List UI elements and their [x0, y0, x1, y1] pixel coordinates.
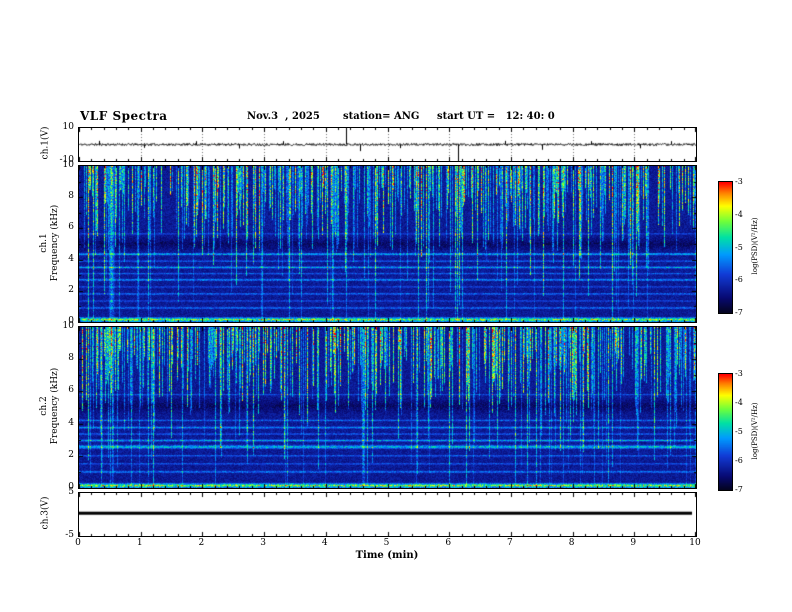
x-tick-label: 0: [75, 538, 81, 548]
ch1-spectrogram-panel: [78, 165, 697, 323]
colorbar-tick-label: -4: [735, 398, 743, 407]
colorbar-ch1-label: log(PSD)(V²/Hz): [750, 217, 759, 275]
colorbar-tick-label: -5: [735, 242, 743, 252]
colorbar-tick-label: -3: [735, 369, 743, 378]
ch1-y-tick-label: 10: [62, 122, 74, 132]
colorbar-tick-label: -7: [735, 308, 743, 317]
ch1-freq-tick-label: 10: [62, 160, 74, 170]
y-axis-label-ch2-frequency: ch.2 Frequency (kHz): [39, 368, 61, 445]
page-title: VLF Spectra: [80, 109, 168, 123]
x-tick-label: 4: [321, 538, 328, 548]
colorbar-tick-label: -7: [735, 485, 743, 494]
y-axis-label-ch1-line1: ch.1: [39, 233, 50, 253]
y-axis-label-ch1: ch.1(V): [40, 126, 51, 160]
ch2-freq-tick-label: 2: [68, 449, 74, 460]
ch1-y-tick-label: -10: [59, 155, 75, 165]
y-axis-label-ch2-line2: Frequency (kHz): [50, 367, 60, 445]
x-tick-label: 5: [383, 538, 390, 548]
colorbar-ch2-label: log(PSD)(V²/Hz): [750, 402, 759, 460]
y-axis-label-ch1-line2: Frequency (kHz): [50, 204, 60, 282]
x-tick-label: 9: [630, 538, 637, 548]
y-axis-label-ch3: ch.3(V): [40, 496, 51, 530]
date-label: Nov.3 , 2025: [247, 111, 320, 122]
colorbar-tick-label: -3: [735, 177, 743, 186]
ch3-y-tick-label: -5: [65, 530, 74, 540]
ch2-spectrogram-panel: [78, 326, 697, 489]
x-tick-label: 1: [136, 538, 143, 548]
ch3-waveform-panel: [78, 492, 697, 537]
x-tick-label: 7: [507, 538, 513, 548]
colorbar-tick-label: -6: [735, 275, 743, 285]
y-axis-label-ch2-line1: ch.2: [39, 396, 50, 416]
ch2-freq-tick-label: 6: [68, 385, 74, 396]
ch1-waveform-panel: [78, 127, 697, 162]
x-tick-label: 8: [568, 538, 575, 548]
colorbar-tick-label: -6: [735, 456, 743, 465]
x-tick-label: 3: [260, 538, 266, 548]
colorbar-ch1: [718, 181, 733, 314]
y-axis-label-ch1-frequency: ch.1 Frequency (kHz): [39, 205, 61, 282]
ch2-freq-tick-label: 8: [68, 353, 74, 364]
ch1-freq-tick-label: 6: [68, 222, 74, 233]
colorbar-tick-label: -5: [735, 427, 743, 436]
ch2-freq-tick-label: 0: [68, 482, 74, 492]
ch1-freq-tick-label: 2: [68, 284, 74, 295]
x-tick-label: 6: [445, 538, 452, 548]
ch2-freq-tick-label: 4: [68, 417, 74, 428]
colorbar-tick-label: -4: [735, 209, 743, 219]
ch2-freq-tick-label: 10: [62, 321, 74, 331]
ch1-freq-tick-label: 0: [68, 316, 74, 326]
start-ut-label: start UT = 12: 40: 0: [437, 111, 555, 122]
ch3-y-tick-label: 5: [68, 487, 74, 497]
ch1-freq-tick-label: 4: [68, 253, 74, 264]
colorbar-ch2: [718, 373, 733, 491]
station-label: station= ANG: [343, 111, 420, 122]
x-tick-label: 10: [689, 538, 701, 548]
x-tick-label: 2: [198, 538, 205, 548]
x-axis-label: Time (min): [355, 550, 419, 561]
ch1-freq-tick-label: 8: [68, 191, 74, 202]
